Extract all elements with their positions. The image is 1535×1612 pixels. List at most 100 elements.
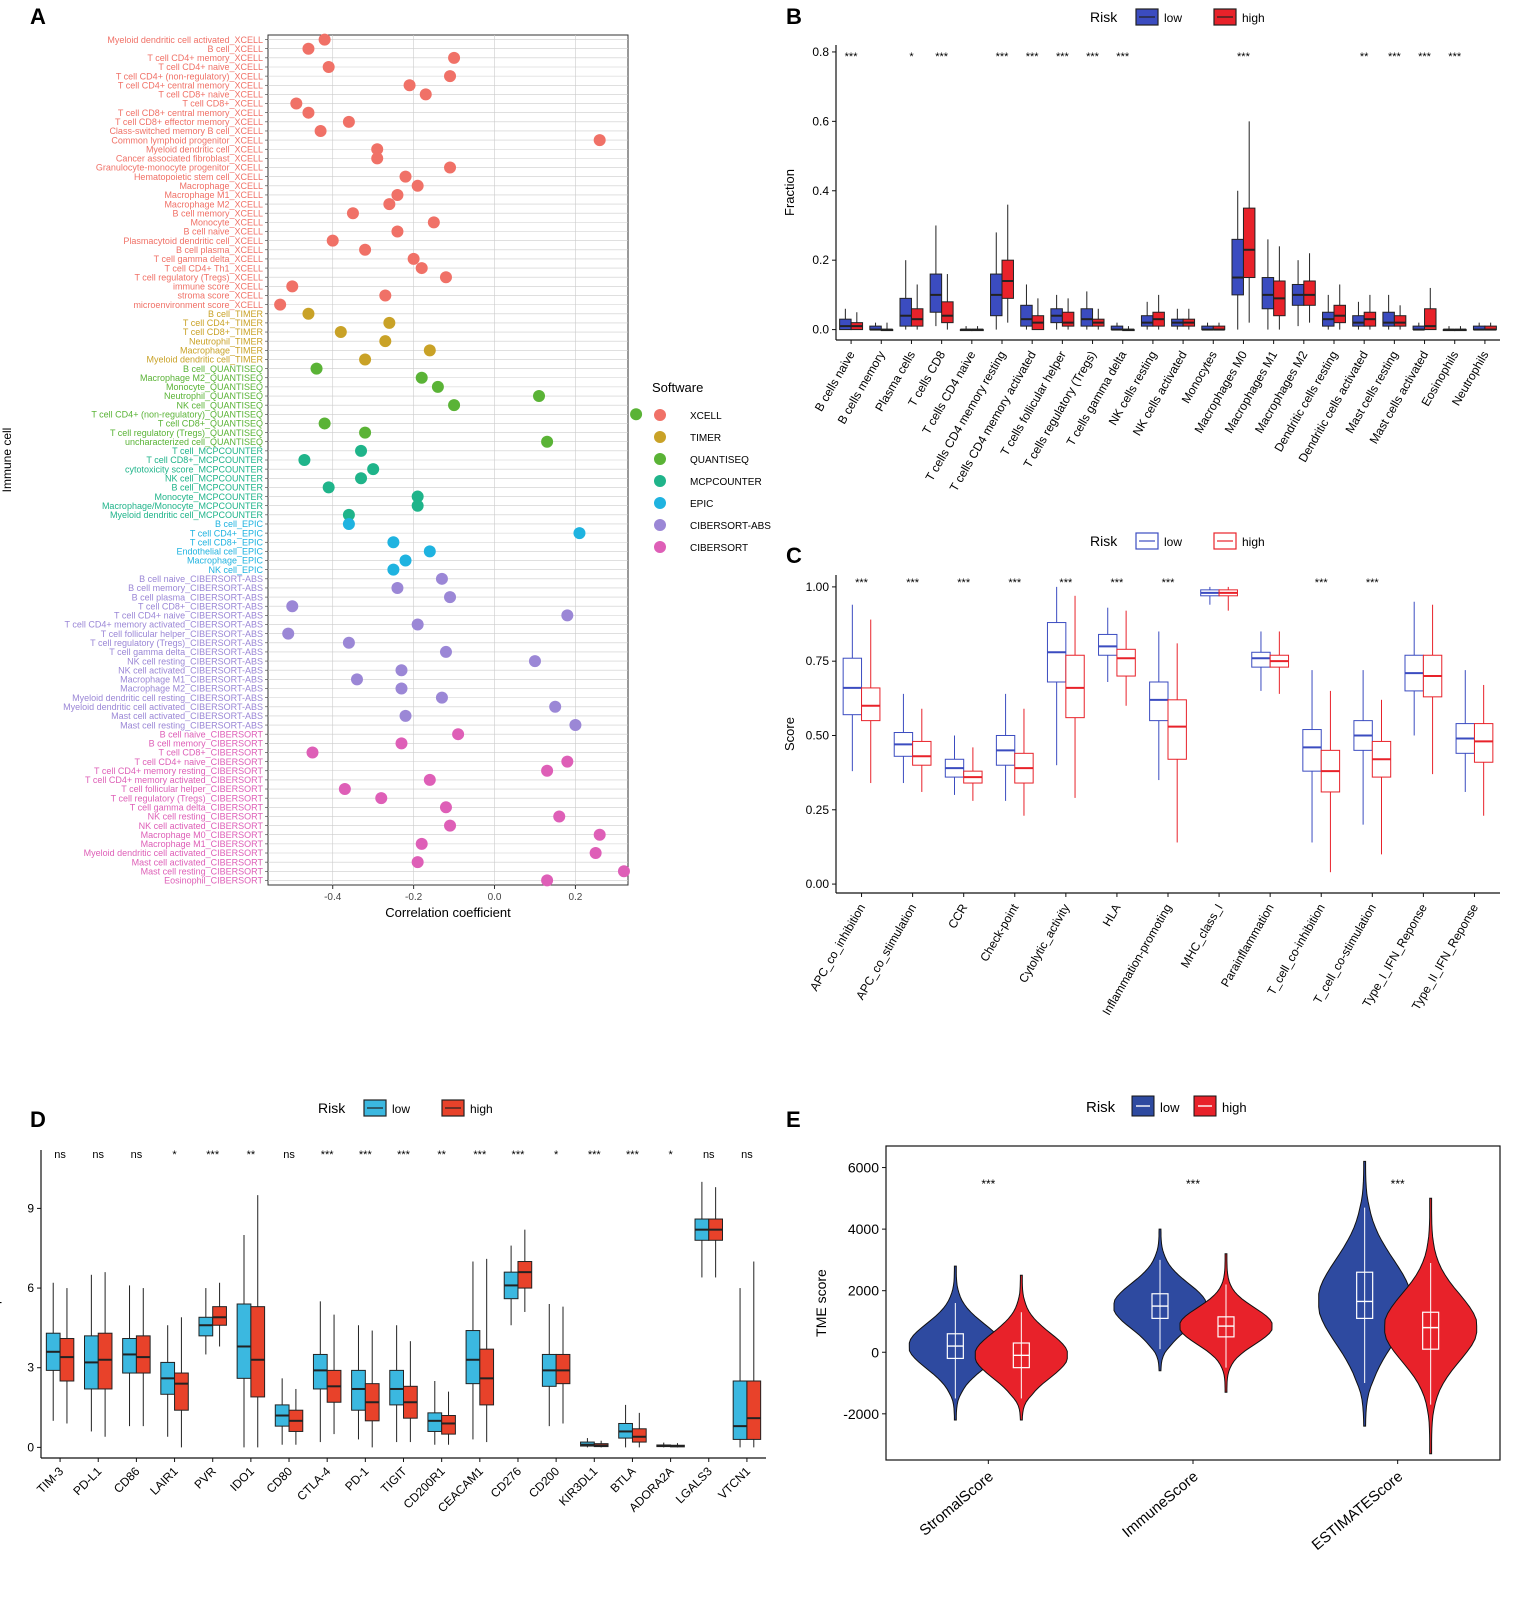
legend-title: Risk [1086, 1099, 1116, 1116]
data-point [371, 143, 384, 156]
violin-box-high [1422, 1311, 1440, 1350]
significance-label: *** [1391, 1177, 1405, 1191]
y-tick-label: T cell follicular helper_CIBERSORT-ABS [101, 629, 263, 639]
y-tick-label: Monocyte_XCELL [190, 218, 263, 228]
y-tick-label: 1.00 [806, 580, 830, 594]
data-point [322, 481, 335, 494]
legend-label-low: low [392, 1102, 410, 1116]
data-point [593, 828, 606, 841]
box-high [97, 1332, 113, 1390]
x-tick-label: BTLA [607, 1464, 638, 1495]
significance-label: *** [855, 577, 869, 589]
y-tick-label: T cell CD8+ central memory_XCELL [118, 108, 263, 118]
y-tick-label: Macrophage_XCELL [179, 181, 263, 191]
y-tick-label: Mast cell activated_CIBERSORT-ABS [111, 711, 263, 721]
panel-label-a: A [30, 4, 46, 29]
y-tick-label: Mast cell resting_CIBERSORT-ABS [120, 720, 263, 730]
y-tick-label: B cell_TIMER [208, 309, 264, 319]
legend-title: Risk [1090, 9, 1118, 25]
y-tick-label: T cell CD8+_TIMER [183, 327, 264, 337]
significance-label: *** [321, 1149, 335, 1161]
significance-label: *** [1059, 577, 1073, 589]
x-tick-label: KIR3DL1 [556, 1464, 601, 1509]
y-tick-label: Macrophage M2_QUANTISEQ [140, 373, 263, 383]
data-point [359, 353, 372, 366]
y-tick-label: Mast cell resting_CIBERSORT [141, 866, 264, 876]
y-tick-label: 0.2 [812, 253, 829, 267]
y-tick-label: Macrophage M2_XCELL [164, 199, 263, 209]
box-low [1140, 315, 1154, 327]
significance-label: ns [92, 1149, 104, 1161]
box-high [135, 1335, 151, 1374]
panel-label-e: E [786, 1107, 801, 1132]
data-point [391, 188, 404, 201]
panel-label-d: D [30, 1107, 46, 1132]
significance-label: ** [1360, 51, 1369, 63]
box-low [1302, 729, 1322, 772]
y-tick-label: T cell CD4+ Th1_XCELL [165, 263, 263, 273]
y-tick-label: T cell CD8+_CIBERSORT [159, 748, 264, 758]
data-point [302, 42, 315, 55]
y-tick-label: T cell CD4+ memory activated_CIBERSORT [85, 775, 263, 785]
legend-label: MCPCOUNTER [690, 477, 762, 488]
significance-label: * [668, 1149, 673, 1161]
legend-label: QUANTISEQ [690, 455, 749, 466]
legend-dot [654, 497, 666, 509]
data-point [399, 709, 412, 722]
data-point [367, 463, 380, 476]
significance-label: *** [588, 1149, 602, 1161]
y-tick-label: 0.0 [812, 323, 829, 337]
box-high [59, 1338, 75, 1382]
y-tick-label: NK cell activated_CIBERSORT [139, 821, 264, 831]
legend-label: CIBERSORT-ABS [690, 521, 771, 532]
y-tick-label: B cell plasma_XCELL [176, 245, 263, 255]
x-tick-label: -0.4 [324, 892, 342, 903]
data-point [355, 444, 368, 457]
y-tick-label: B cell_QUANTISEQ [183, 364, 263, 374]
y-tick-label: 0.8 [812, 45, 829, 59]
legend-label-high: high [1242, 11, 1265, 25]
data-point [561, 755, 574, 768]
y-tick-label: T cell regulatory (Tregs)_CIBERSORT-ABS [90, 638, 263, 648]
significance-label: * [172, 1149, 177, 1161]
y-tick-label: T cell CD4+ (non-regulatory)_XCELL [116, 71, 263, 81]
y-tick-label: Cancer associated fibroblast_XCELL [116, 154, 263, 164]
legend-dot [654, 475, 666, 487]
y-tick-label: T cell CD4+ naive_CIBERSORT [135, 757, 264, 767]
data-point [435, 691, 448, 704]
box-low [1261, 277, 1275, 310]
box-low [1149, 681, 1169, 722]
data-point [342, 508, 355, 521]
legend-label: TIMER [690, 433, 721, 444]
y-tick-label: Neutrophil_TIMER [189, 336, 264, 346]
box-low [312, 1353, 328, 1390]
x-tick-label: ESTIMATEScore [1309, 1468, 1407, 1554]
y-tick-label: Myeloid dendritic cell_XCELL [146, 144, 263, 154]
significance-label: ns [283, 1149, 295, 1161]
data-point [423, 344, 436, 357]
box-high [1065, 654, 1085, 719]
box-high [1303, 280, 1316, 306]
box-high [250, 1306, 266, 1398]
data-point [371, 152, 384, 165]
x-tick-label: PVR [191, 1464, 219, 1492]
y-tick-label: T cell CD4+ (non-regulatory)_QUANTISEQ [91, 410, 263, 420]
y-tick-label: NK cell_MCPCOUNTER [165, 473, 264, 483]
box-high [174, 1372, 189, 1411]
data-point [419, 88, 432, 101]
y-tick-label: Macrophage/Monocyte_MCPCOUNTER [102, 501, 264, 511]
y-tick-label: Hematopoietic stem cell_XCELL [134, 172, 263, 182]
box-low [389, 1369, 404, 1406]
x-tick-label: PD-1 [342, 1464, 371, 1493]
data-point [322, 60, 335, 73]
y-tick-label: 0.50 [806, 728, 830, 742]
y-tick-label: T cell CD8+_XCELL [182, 99, 263, 109]
data-point [359, 426, 372, 439]
data-point [541, 874, 554, 887]
y-tick-label: Monocyte_QUANTISEQ [166, 382, 263, 392]
box-low [1382, 311, 1395, 327]
legend-label-low: low [1160, 1100, 1180, 1115]
legend-dot [654, 431, 666, 443]
x-tick-label: IDO1 [227, 1464, 257, 1494]
y-tick-label: Myeloid dendritic cell activated_XCELL [107, 35, 263, 45]
